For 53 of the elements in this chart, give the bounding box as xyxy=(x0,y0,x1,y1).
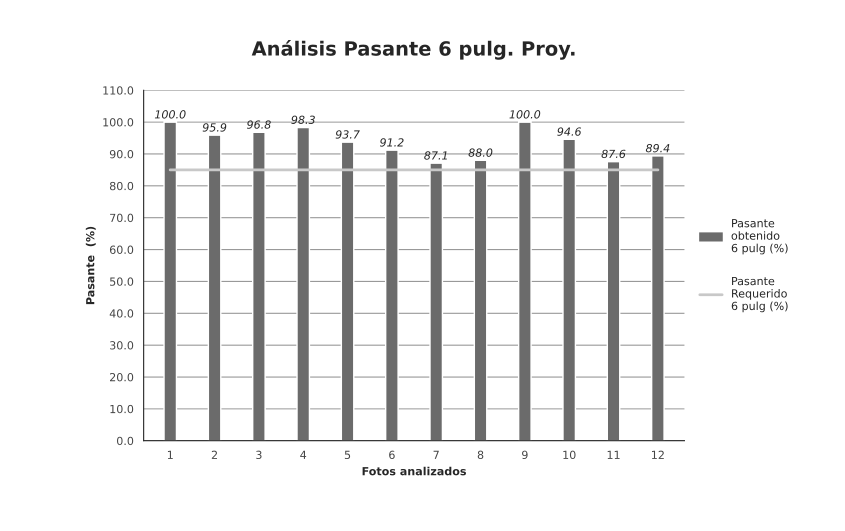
x-axis-title: Fotos analizados xyxy=(362,466,466,476)
y-axis-title: Pasante (%) xyxy=(86,226,96,304)
legend-label: Pasante obtenido 6 pulg (%) xyxy=(732,219,788,254)
y-tick-label: 30.0 xyxy=(110,341,134,350)
bar xyxy=(384,149,399,441)
legend-label: Pasante Requerido 6 pulg (%) xyxy=(732,276,788,312)
bar xyxy=(429,162,444,441)
x-tick-label: 6 xyxy=(389,450,395,460)
data-label: 91.2 xyxy=(380,138,404,147)
bar xyxy=(252,132,266,441)
bar xyxy=(163,121,178,441)
bar xyxy=(606,160,620,441)
y-tick-label: 20.0 xyxy=(110,372,134,382)
data-label: 98.3 xyxy=(291,116,315,124)
y-tick-label: 80.0 xyxy=(110,182,134,190)
data-label: 89.4 xyxy=(646,144,670,152)
bar xyxy=(650,155,665,441)
data-label: 95.9 xyxy=(202,123,226,132)
data-label: 100.0 xyxy=(154,110,186,119)
y-tick-label: 90.0 xyxy=(110,150,134,158)
x-tick-label: 12 xyxy=(652,450,664,459)
data-label: 88.0 xyxy=(468,148,492,157)
data-label: 87.6 xyxy=(602,150,626,158)
y-tick-label: 50.0 xyxy=(110,277,134,286)
x-tick-label: 9 xyxy=(522,450,528,460)
data-label: 93.7 xyxy=(336,130,360,139)
x-tick-label: 5 xyxy=(344,450,350,460)
data-label: 96.8 xyxy=(247,120,271,129)
data-label: 94.6 xyxy=(557,127,582,136)
y-tick-label: 100.0 xyxy=(103,118,134,127)
y-tick-label: 70.0 xyxy=(110,214,134,222)
bar xyxy=(296,126,310,441)
x-tick-label: 8 xyxy=(478,450,484,460)
y-tick-label: 0.0 xyxy=(116,436,134,446)
chart-title: Análisis Pasante 6 pulg. Proy. xyxy=(252,40,574,60)
bar xyxy=(562,138,576,441)
x-tick-label: 1 xyxy=(168,450,173,459)
bar xyxy=(518,121,532,441)
data-label: 100.0 xyxy=(510,110,540,119)
data-label: 87.1 xyxy=(424,151,447,160)
y-tick-label: 10.0 xyxy=(110,404,134,414)
y-tick-label: 110.0 xyxy=(103,86,134,95)
bar xyxy=(208,134,222,441)
x-tick-label: 10 xyxy=(563,450,576,460)
y-tick-label: 60.0 xyxy=(110,246,134,254)
x-tick-label: 11 xyxy=(608,450,620,459)
x-tick-label: 2 xyxy=(212,450,217,459)
x-tick-label: 3 xyxy=(256,450,262,460)
bar xyxy=(474,160,488,441)
x-tick-label: 7 xyxy=(434,450,439,459)
x-tick-label: 4 xyxy=(300,450,306,459)
bar xyxy=(340,142,354,441)
y-tick-label: 40.0 xyxy=(110,309,134,318)
